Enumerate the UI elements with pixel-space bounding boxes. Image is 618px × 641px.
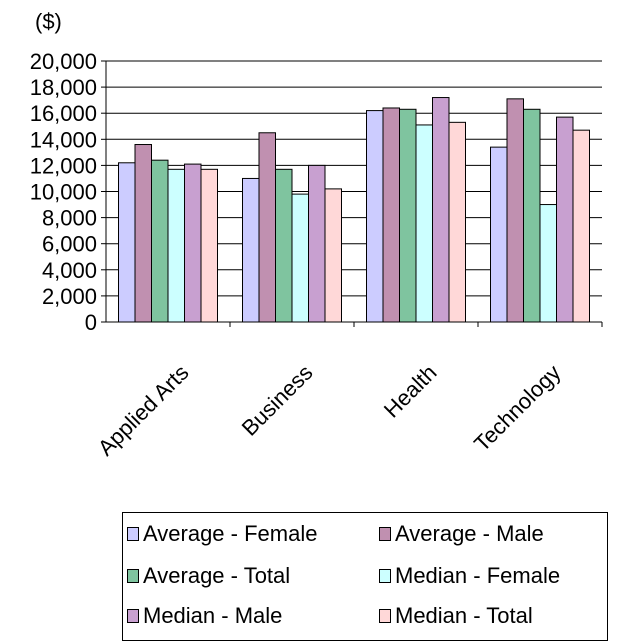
bar (382, 107, 400, 323)
bar (184, 163, 202, 323)
y-axis: 02,0004,0006,0008,00010,00012,00014,0001… (30, 49, 107, 335)
legend-swatch (379, 609, 391, 623)
legend-swatch (127, 569, 139, 583)
bar (415, 124, 433, 323)
bar (366, 110, 384, 323)
legend-label: Median - Total (395, 603, 533, 628)
bar (200, 168, 218, 323)
bar (291, 193, 309, 323)
y-tick-label: 20,000 (30, 49, 97, 74)
bar (572, 129, 590, 323)
legend-item: Median - Female (379, 563, 560, 589)
y-tick-label: 16,000 (30, 101, 97, 126)
bar (523, 108, 541, 323)
legend-swatch (127, 527, 139, 541)
unit-label: ($) (35, 9, 62, 34)
legend-swatch (127, 609, 139, 623)
bar (490, 146, 508, 323)
legend-swatch (379, 527, 391, 541)
bar (151, 159, 169, 323)
legend-item: Average - Total (127, 563, 290, 589)
y-tick-label: 4,000 (42, 258, 97, 283)
y-tick-label: 12,000 (30, 153, 97, 178)
y-tick-label: 6,000 (42, 232, 97, 257)
bar (324, 188, 342, 323)
bar (275, 168, 293, 323)
bar (539, 204, 557, 323)
bar (399, 108, 417, 323)
bars (118, 97, 590, 323)
bar (432, 97, 450, 323)
bar (258, 132, 276, 323)
legend-swatch (379, 569, 391, 583)
bar (242, 177, 260, 323)
bar (448, 121, 466, 323)
bar (167, 168, 185, 323)
y-tick-label: 2,000 (42, 284, 97, 309)
x-tick-label: Applied Arts (93, 360, 194, 461)
bar-chart: ($) 02,0004,0006,0008,00010,00012,00014,… (30, 9, 603, 461)
legend-label: Average - Female (143, 521, 318, 546)
x-tick-label: Technology (469, 360, 565, 456)
bar (506, 98, 524, 323)
bar (134, 144, 152, 323)
y-tick-label: 10,000 (30, 180, 97, 205)
legend-item: Average - Male (379, 521, 544, 547)
y-tick-label: 8,000 (42, 206, 97, 231)
bar (118, 162, 136, 323)
x-tick-label: Health (379, 360, 442, 423)
legend-item: Average - Female (127, 521, 317, 547)
bar (308, 164, 326, 323)
legend-label: Median - Female (395, 563, 561, 588)
legend-label: Average - Male (395, 521, 544, 546)
x-axis: Applied Arts Business Health Technology (93, 321, 603, 461)
y-tick-label: 0 (85, 310, 97, 335)
y-tick-label: 18,000 (30, 75, 97, 100)
legend-item: Median - Total (379, 603, 533, 629)
x-tick-label: Business (237, 360, 318, 441)
legend-label: Median - Male (143, 603, 283, 628)
bar (556, 116, 574, 323)
legend-item: Median - Male (127, 603, 282, 629)
y-tick-label: 14,000 (30, 127, 97, 152)
legend-label: Average - Total (143, 563, 291, 588)
legend: Average - Female Average - Male Average - … (122, 512, 608, 641)
